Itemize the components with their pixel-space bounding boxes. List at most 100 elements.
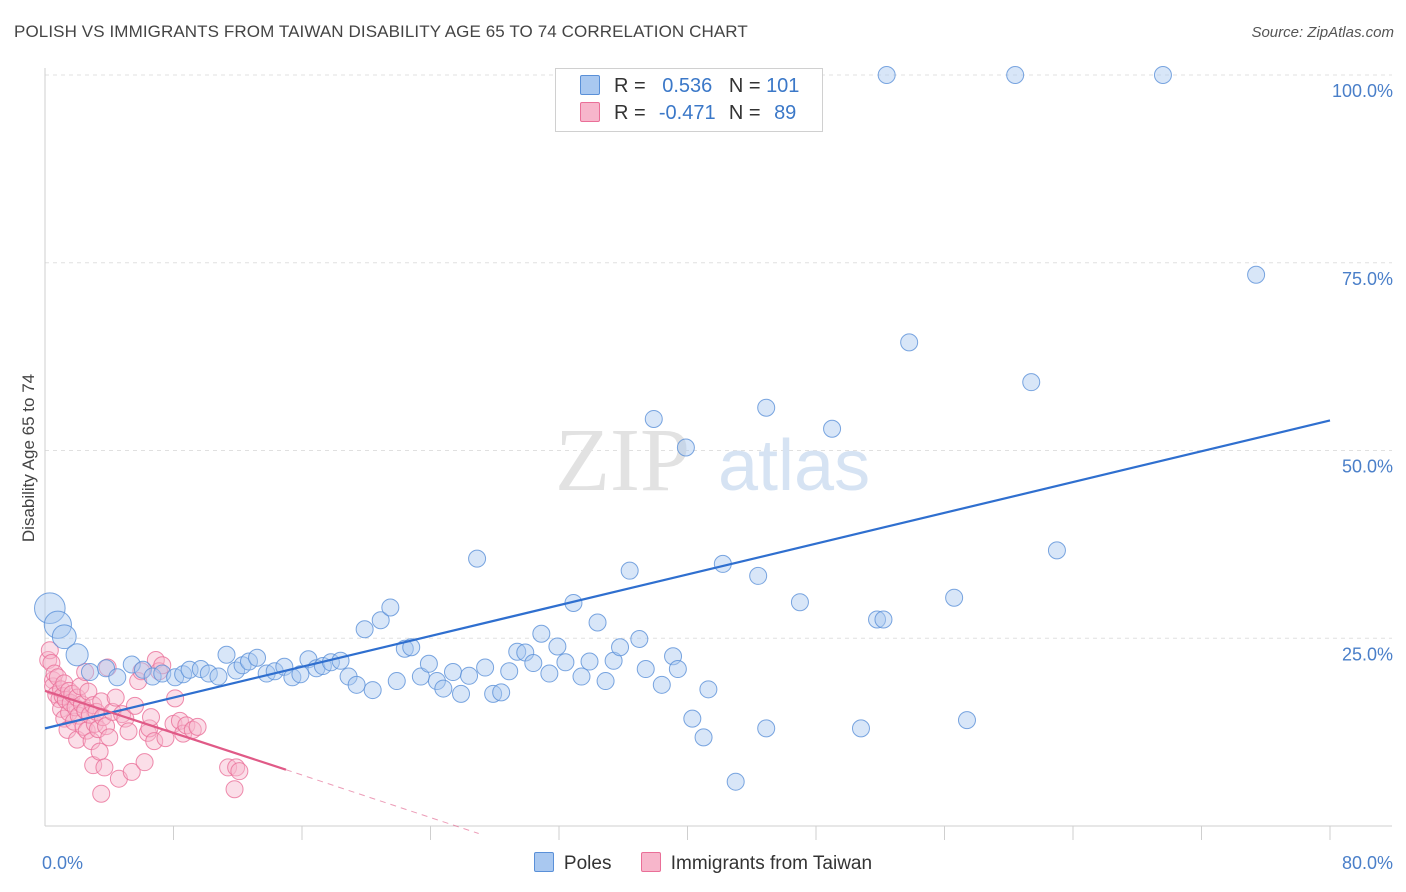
poles-point-45: [443, 663, 462, 682]
poles-point-90: [945, 588, 964, 607]
poles-point-91: [957, 711, 976, 730]
taiwan-r-label: R =: [614, 102, 646, 124]
poles-point-8: [133, 660, 152, 679]
taiwan-point-41: [92, 784, 111, 803]
legend-taiwan-label: Immigrants from Taiwan: [670, 853, 873, 874]
taiwan-point-31: [79, 682, 98, 701]
taiwan-point-48: [106, 688, 125, 707]
poles-point-31: [331, 651, 350, 670]
legend-taiwan-swatch: [640, 852, 661, 872]
poles-point-84: [823, 419, 842, 438]
poles-point-3: [65, 643, 89, 667]
taiwan-r-value: -0.471: [658, 102, 716, 124]
taiwan-point-61: [145, 732, 164, 751]
poles-point-0: [34, 592, 66, 625]
poles-point-48: [468, 549, 487, 568]
taiwan-point-46: [100, 728, 119, 747]
y-tick-label-75: 75.0%: [1342, 269, 1393, 289]
legend-poles: Poles: [533, 852, 611, 875]
poles-point-67: [620, 561, 639, 580]
poles-n-label: N =: [728, 75, 761, 97]
taiwan-point-39: [90, 742, 109, 761]
poles-point-86: [868, 610, 887, 629]
taiwan-point-57: [135, 753, 154, 772]
poles-n-value: 101: [766, 75, 800, 97]
grid-lines: [45, 74, 1392, 639]
poles-point-95: [1153, 66, 1172, 85]
taiwan-point-72: [188, 717, 207, 736]
taiwan-swatch: [580, 102, 600, 122]
x-tick-label-max: 80.0%: [1342, 853, 1393, 873]
taiwan-point-29: [76, 663, 95, 682]
poles-point-40: [402, 638, 421, 657]
chart-title: POLISH VS IMMIGRANTS FROM TAIWAN DISABIL…: [14, 22, 748, 41]
poles-point-58: [548, 637, 567, 656]
taiwan-point-53: [122, 762, 141, 781]
poles-point-42: [419, 654, 438, 673]
poles-r-value: 0.536: [662, 75, 713, 97]
poles-point-44: [434, 679, 453, 698]
poles-points: [34, 66, 1266, 791]
trend-lines: [44, 419, 1331, 834]
watermark-atlas: atlas: [718, 426, 870, 506]
poles-point-43: [427, 672, 446, 691]
poles-point-59: [556, 653, 575, 672]
poles-point-79: [726, 772, 745, 791]
poles-point-70: [644, 409, 663, 428]
poles-point-12: [174, 665, 193, 684]
poles-point-64: [596, 672, 615, 691]
watermark-zip: ZIP: [555, 411, 690, 510]
taiwan-trend-line: [44, 689, 287, 771]
y-tick-label-50: 50.0%: [1342, 457, 1393, 477]
legend-row-poles: R = 0.536 N = 101: [580, 75, 799, 99]
poles-point-46: [452, 684, 471, 703]
poles-point-69: [636, 660, 655, 679]
poles-point-38: [387, 672, 406, 691]
legend-taiwan: Immigrants from Taiwan: [640, 852, 873, 875]
poles-point-83: [790, 593, 809, 612]
stats-legend: R = 0.536 N = 101 R = -0.471 N = 89: [555, 68, 823, 132]
poles-point-81: [749, 566, 768, 585]
poles-point-73: [668, 660, 687, 679]
poles-point-96: [1247, 265, 1266, 284]
poles-point-4: [80, 663, 99, 682]
poles-point-61: [572, 667, 591, 686]
poles-point-71: [652, 675, 671, 694]
y-tick-label-25: 25.0%: [1342, 644, 1393, 664]
axis-labels: 25.0% 50.0% 75.0% 100.0% 0.0% 80.0% Disability…: [19, 81, 1393, 873]
poles-point-94: [1047, 541, 1066, 560]
poles-point-51: [492, 683, 511, 702]
poles-point-57: [540, 664, 559, 683]
taiwan-point-45: [98, 658, 117, 677]
poles-point-68: [630, 630, 649, 649]
poles-point-56: [532, 624, 551, 643]
poles-point-74: [676, 438, 695, 457]
poles-point-6: [108, 668, 127, 687]
poles-point-47: [460, 666, 479, 685]
y-tick-label-100: 100.0%: [1332, 81, 1393, 101]
poles-point-75: [683, 709, 702, 728]
poles-point-21: [248, 648, 267, 667]
taiwan-n-value: 89: [774, 102, 797, 124]
poles-point-34: [355, 620, 374, 639]
taiwan-point-76: [230, 762, 249, 781]
legend-poles-swatch: [533, 852, 554, 872]
poles-point-55: [524, 654, 543, 673]
poles-point-62: [580, 652, 599, 671]
poles-point-66: [611, 638, 630, 657]
poles-point-76: [694, 728, 713, 747]
poles-point-2: [51, 624, 77, 650]
poles-point-7: [122, 655, 141, 674]
taiwan-n-label: N =: [728, 102, 761, 124]
poles-point-52: [500, 662, 519, 681]
poles-point-80: [757, 719, 776, 738]
poles-r-label: R =: [614, 75, 646, 97]
poles-point-36: [371, 611, 390, 630]
poles-point-87: [874, 610, 893, 629]
poles-point-89: [900, 333, 919, 352]
legend-row-taiwan: R = -0.471 N = 89: [580, 102, 796, 126]
poles-point-15: [199, 664, 218, 683]
poles-point-9: [143, 667, 162, 686]
taiwan-points: [39, 641, 249, 803]
